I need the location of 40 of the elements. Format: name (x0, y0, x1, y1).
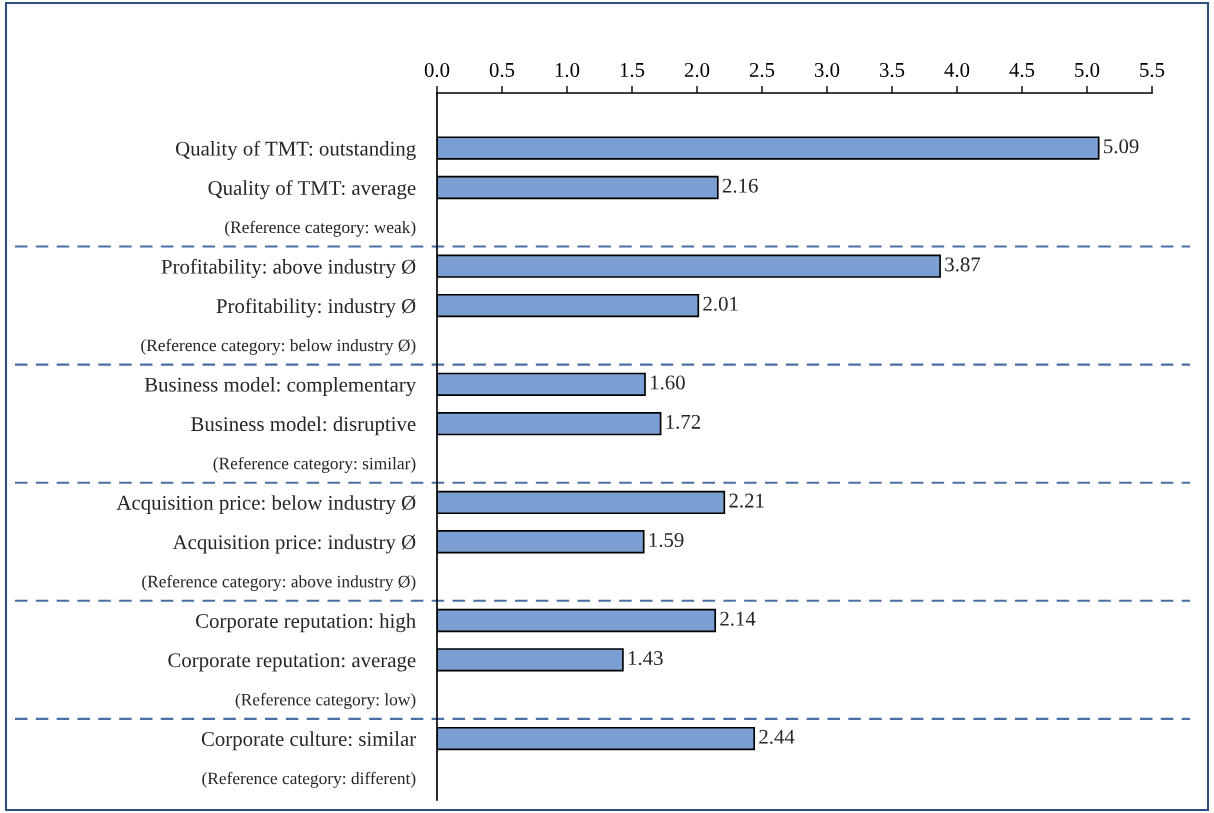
data-label: 5.09 (1104, 139, 1139, 154)
data-label: 2.01 (703, 296, 738, 311)
x-tick-label: 0.0 (424, 62, 450, 78)
y-tick-label: Corporate culture: similar (201, 731, 416, 751)
y-tick-label: Business model: complementary (144, 377, 417, 397)
data-label: 1.60 (651, 375, 685, 390)
y-tick-label: Quality of TMT: outstanding (175, 140, 416, 160)
data-label: 2.44 (759, 729, 795, 744)
data-label: 1.72 (666, 414, 701, 429)
x-tick-label: 3.5 (879, 62, 905, 78)
data-label: 3.87 (945, 257, 981, 272)
y-tick-label: Profitability: industry Ø (216, 298, 416, 318)
data-label: 2.14 (720, 611, 756, 626)
y-tick-label: (Reference category: weak) (225, 220, 416, 237)
x-tick-label: 5.0 (1075, 62, 1100, 78)
data-label: 2.21 (729, 493, 764, 508)
y-tick-label: Quality of TMT: average (208, 180, 416, 200)
x-tick-label: 2.0 (684, 62, 710, 78)
x-tick-label: 5.5 (1140, 63, 1165, 78)
y-tick-label: Acquisition price: industry Ø (172, 534, 416, 554)
y-tick-label: (Reference category: above industry Ø) (142, 575, 416, 591)
data-label: 1.59 (649, 532, 684, 548)
x-tick-label: 1.5 (620, 63, 645, 78)
y-tick-label: Corporate reputation: average (168, 653, 416, 672)
x-tick-label: 4.5 (1009, 63, 1035, 78)
x-tick-label: 2.5 (749, 62, 775, 78)
y-tick-label: Acquisition price: below industry Ø (116, 495, 416, 515)
y-tick-label: Corporate reputation: high (196, 613, 416, 633)
x-tick-label: 0.5 (489, 62, 515, 78)
y-tick-label: Profitability: above industry Ø (161, 258, 416, 279)
y-tick-label: (Reference category: similar) (213, 456, 416, 473)
data-label: 1.43 (628, 651, 663, 666)
y-tick-label: (Reference category: low) (235, 693, 416, 710)
x-tick-label: 4.0 (944, 62, 970, 78)
data-label: 2.16 (722, 178, 758, 193)
y-tick-label: (Reference category: below industry Ø) (141, 338, 416, 355)
x-tick-label: 1.0 (555, 62, 580, 78)
y-tick-label: (Reference category: different) (202, 771, 416, 788)
x-tick-label: 3.0 (814, 62, 840, 78)
y-tick-label: Business model: disruptive (191, 416, 416, 436)
